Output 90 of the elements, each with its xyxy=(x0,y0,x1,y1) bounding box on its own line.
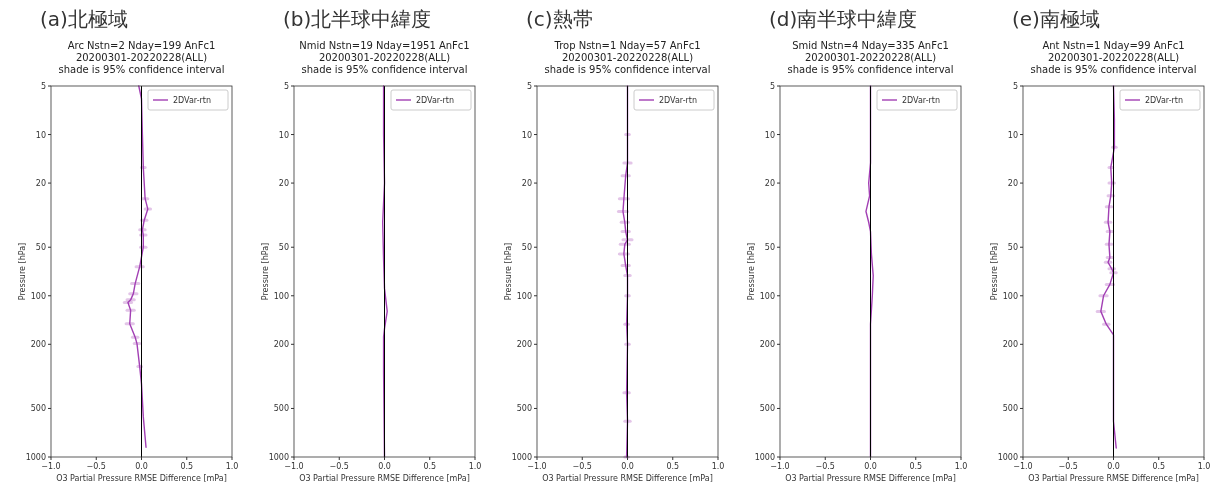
y-axis-title: Pressure [hPa] xyxy=(990,242,999,301)
x-tick-label: 0.0 xyxy=(378,462,391,471)
y-tick-label: 1000 xyxy=(268,453,289,462)
x-tick-label: −0.5 xyxy=(815,462,835,471)
chart-subtitle: Arc Nstn=2 Nday=199 AnFc1 20200301-20220228(ALL) shade is 95% confidence interval xyxy=(58,40,225,75)
chart-subtitle: Nmid Nstn=19 Nday=1951 AnFc1 20200301-20220228(ALL) shade is 95% confidence interval xyxy=(299,40,470,75)
y-tick-label: 20 xyxy=(764,179,775,189)
y-tick-label: 1000 xyxy=(511,453,532,462)
x-tick-label: −1.0 xyxy=(770,462,790,471)
x-tick-label: 0.0 xyxy=(864,462,877,471)
x-tick-label: 0.5 xyxy=(909,462,923,471)
x-axis-title: O3 Partial Pressure RMSE Difference [mPa] xyxy=(56,474,227,483)
x-tick-label: 1.0 xyxy=(954,462,968,471)
legend-label: 2DVar-rtn xyxy=(416,96,455,105)
legend-label: 2DVar-rtn xyxy=(1145,96,1184,105)
y-tick-label: 100 xyxy=(1002,291,1018,301)
chart-title: (c)熱帯 xyxy=(526,7,593,31)
chart-subtitle: Ant Nstn=1 Nday=99 AnFc1 20200301-20220228(ALL) shade is 95% confidence interval xyxy=(1030,40,1197,75)
y-tick-label: 100 xyxy=(30,291,46,301)
x-tick-label: −0.5 xyxy=(329,462,349,471)
x-tick-label: 1.0 xyxy=(1197,462,1211,471)
y-tick-label: 50 xyxy=(521,243,532,253)
y-tick-label: 200 xyxy=(759,340,775,350)
chart-subtitle: Smid Nstn=4 Nday=335 AnFc1 20200301-20220228(ALL) shade is 95% confidence interval xyxy=(787,40,954,75)
x-tick-label: 0.5 xyxy=(423,462,437,471)
y-tick-label: 200 xyxy=(516,340,532,350)
y-tick-label: 20 xyxy=(278,179,289,189)
y-axis-title: Pressure [hPa] xyxy=(504,242,513,301)
y-tick-label: 500 xyxy=(759,404,775,414)
x-tick-label: −1.0 xyxy=(527,462,547,471)
y-tick-label: 50 xyxy=(278,243,289,253)
y-axis-title: Pressure [hPa] xyxy=(18,242,27,301)
legend-label: 2DVar-rtn xyxy=(659,96,698,105)
x-tick-label: 1.0 xyxy=(711,462,725,471)
y-tick-label: 5 xyxy=(283,82,289,91)
x-axis-title: O3 Partial Pressure RMSE Difference [mPa] xyxy=(299,474,470,483)
y-tick-label: 5 xyxy=(1012,82,1018,91)
y-tick-label: 10 xyxy=(1007,130,1018,140)
x-axis-title: O3 Partial Pressure RMSE Difference [mPa] xyxy=(785,474,956,483)
legend-label: 2DVar-rtn xyxy=(902,96,941,105)
y-axis-title: Pressure [hPa] xyxy=(747,242,756,301)
y-tick-label: 20 xyxy=(521,179,532,189)
y-tick-label: 200 xyxy=(273,340,289,350)
y-tick-label: 50 xyxy=(1007,243,1018,253)
y-tick-label: 1000 xyxy=(25,453,46,462)
y-tick-label: 50 xyxy=(764,243,775,253)
x-axis-title: O3 Partial Pressure RMSE Difference [mPa] xyxy=(542,474,713,483)
y-tick-label: 10 xyxy=(278,130,289,140)
y-tick-label: 200 xyxy=(30,340,46,350)
x-tick-label: −0.5 xyxy=(86,462,106,471)
legend-label: 2DVar-rtn xyxy=(173,96,212,105)
y-tick-label: 500 xyxy=(516,404,532,414)
x-tick-label: 0.0 xyxy=(135,462,148,471)
x-tick-label: 1.0 xyxy=(225,462,239,471)
chart-title: (a)北極域 xyxy=(40,7,128,31)
x-tick-label: 0.5 xyxy=(666,462,680,471)
y-tick-label: 100 xyxy=(759,291,775,301)
y-tick-label: 5 xyxy=(769,82,775,91)
y-tick-label: 20 xyxy=(35,179,46,189)
y-tick-label: 5 xyxy=(526,82,532,91)
y-tick-label: 10 xyxy=(35,130,46,140)
y-tick-label: 100 xyxy=(516,291,532,301)
y-tick-label: 5 xyxy=(40,82,46,91)
y-tick-label: 500 xyxy=(30,404,46,414)
chart-title: (e)南極域 xyxy=(1012,7,1100,31)
y-tick-label: 10 xyxy=(521,130,532,140)
y-tick-label: 500 xyxy=(273,404,289,414)
x-tick-label: 0.5 xyxy=(180,462,194,471)
y-tick-label: 1000 xyxy=(997,453,1018,462)
chart-title: (b)北半球中緯度 xyxy=(283,7,432,31)
x-tick-label: −0.5 xyxy=(1058,462,1078,471)
x-tick-label: −1.0 xyxy=(41,462,61,471)
chart-title: (d)南半球中緯度 xyxy=(769,7,918,31)
y-tick-label: 10 xyxy=(764,130,775,140)
y-tick-label: 500 xyxy=(1002,404,1018,414)
x-tick-label: −0.5 xyxy=(572,462,592,471)
y-tick-label: 50 xyxy=(35,243,46,253)
y-tick-label: 20 xyxy=(1007,179,1018,189)
x-tick-label: 0.5 xyxy=(1152,462,1166,471)
y-tick-label: 200 xyxy=(1002,340,1018,350)
y-tick-label: 1000 xyxy=(754,453,775,462)
x-axis-title: O3 Partial Pressure RMSE Difference [mPa] xyxy=(1028,474,1199,483)
x-tick-label: 1.0 xyxy=(468,462,482,471)
x-tick-label: 0.0 xyxy=(1107,462,1120,471)
y-axis-title: Pressure [hPa] xyxy=(261,242,270,301)
y-tick-label: 100 xyxy=(273,291,289,301)
x-tick-label: −1.0 xyxy=(1013,462,1033,471)
x-tick-label: −1.0 xyxy=(284,462,304,471)
x-tick-label: 0.0 xyxy=(621,462,634,471)
chart-subtitle: Trop Nstn=1 Nday=57 AnFc1 20200301-20220228(ALL) shade is 95% confidence interval xyxy=(544,40,711,75)
